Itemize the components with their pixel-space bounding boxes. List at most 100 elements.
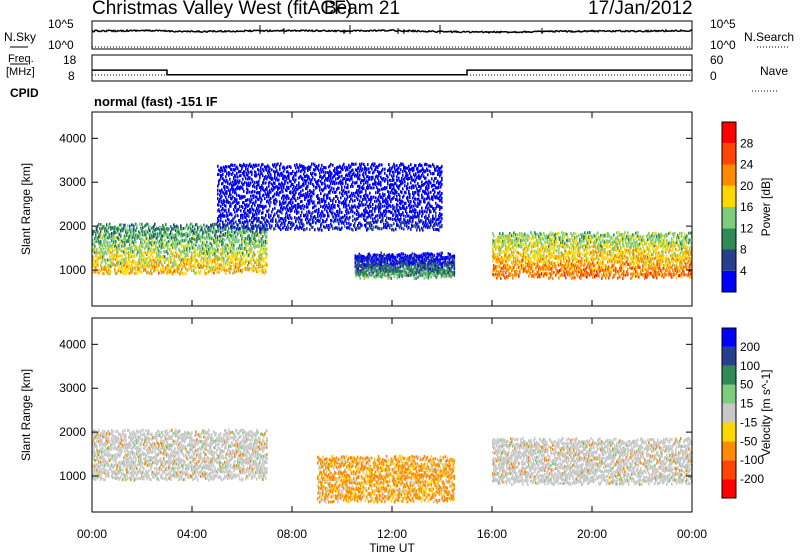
heatmap-cell (496, 255, 498, 259)
heatmap-cell (102, 271, 104, 275)
heatmap-cell (141, 249, 143, 253)
heatmap-cell (125, 256, 127, 260)
heatmap-cell (451, 265, 454, 269)
heatmap-cell (605, 256, 607, 260)
heatmap-cell (186, 223, 188, 227)
heatmap-cell (528, 254, 530, 258)
heatmap-cell (231, 236, 233, 240)
heatmap-cell (156, 236, 158, 240)
heatmap-cell (450, 255, 453, 259)
heatmap-cell (493, 234, 495, 238)
heatmap-cell (226, 269, 228, 272)
heatmap-cell (367, 253, 370, 256)
heatmap-cell (265, 240, 267, 243)
heatmap-cell (494, 256, 496, 260)
heatmap-cell (680, 255, 682, 259)
heatmap-cell (669, 269, 671, 273)
heatmap-cell (137, 247, 139, 251)
heatmap-cell (558, 263, 560, 267)
heatmap-cell (611, 254, 613, 258)
heatmap-cell (507, 276, 509, 279)
heatmap-cell (244, 246, 246, 250)
heatmap-cell (209, 252, 211, 256)
heatmap-cell (644, 257, 646, 261)
heatmap-cell (176, 243, 178, 246)
heatmap-cell (618, 239, 620, 242)
heatmap-cell (568, 260, 570, 264)
heatmap-cell (151, 234, 153, 238)
heatmap-cell (181, 267, 183, 271)
heatmap-cell (247, 235, 249, 239)
heatmap-cell (182, 250, 184, 253)
heatmap-cell (196, 236, 198, 240)
heatmap-cell (678, 236, 680, 240)
heatmap-cell (574, 254, 576, 258)
heatmap-cell (201, 265, 203, 269)
heatmap-cell (570, 272, 572, 276)
heatmap-cell (435, 272, 438, 276)
heatmap-cell (429, 269, 432, 273)
heatmap-cell (403, 272, 406, 276)
heatmap-cell (357, 267, 360, 271)
heatmap-cell (602, 260, 604, 264)
heatmap-cell (145, 237, 147, 241)
heatmap-cell (389, 255, 392, 259)
heatmap-cell (118, 261, 120, 265)
heatmap-cell (229, 237, 231, 241)
heatmap-cell (213, 241, 215, 245)
heatmap-cell (598, 267, 600, 271)
heatmap-cell (612, 237, 614, 240)
heatmap-cell (442, 268, 445, 272)
heatmap-cell (354, 265, 357, 269)
heatmap-cell (504, 265, 506, 269)
heatmap-cell (265, 234, 267, 238)
heatmap-cell (658, 273, 660, 277)
heatmap-cell (527, 248, 529, 252)
heatmap-cell (632, 252, 634, 256)
heatmap-cell (649, 237, 651, 241)
heatmap-cell (377, 262, 380, 266)
heatmap-cell (250, 244, 252, 248)
heatmap-cell (387, 263, 390, 267)
heatmap-cell (645, 262, 647, 266)
heatmap-cell (639, 248, 641, 251)
heatmap-cell (387, 266, 390, 270)
heatmap-cell (238, 238, 240, 242)
heatmap-cell (242, 258, 244, 262)
heatmap-cell (549, 271, 551, 275)
heatmap-cell (635, 243, 637, 247)
heatmap-cell (688, 273, 690, 276)
heatmap-cell (184, 227, 186, 231)
heatmap-cell (636, 234, 638, 238)
heatmap-cell (399, 256, 402, 260)
heatmap-cell (101, 260, 103, 264)
heatmap-cell (228, 245, 230, 249)
heatmap-cell (212, 230, 214, 234)
heatmap-cell (542, 267, 544, 271)
heatmap-cell (674, 264, 676, 268)
heatmap-cell (129, 264, 131, 268)
heatmap-cell (213, 258, 215, 262)
heatmap-cell (424, 263, 427, 267)
heatmap-cell (97, 260, 99, 264)
heatmap-cell (221, 259, 223, 263)
heatmap-cell (194, 227, 196, 231)
heatmap-cell (500, 240, 502, 244)
heatmap-cell (638, 265, 640, 269)
heatmap-cell (597, 237, 599, 241)
heatmap-cell (448, 258, 451, 262)
heatmap-cell (124, 223, 126, 227)
heatmap-cell (493, 249, 495, 253)
heatmap-cell (655, 253, 657, 257)
heatmap-cell (687, 251, 689, 255)
heatmap-cell (181, 232, 183, 236)
heatmap-cell (167, 252, 169, 256)
heatmap-cell (516, 251, 518, 254)
heatmap-cell (145, 268, 147, 272)
heatmap-cell (259, 244, 261, 248)
heatmap-cell (244, 237, 246, 240)
heatmap-cell (601, 266, 603, 270)
heatmap-cell (216, 270, 218, 274)
heatmap-cell (599, 235, 601, 239)
heatmap-cell (362, 271, 365, 275)
